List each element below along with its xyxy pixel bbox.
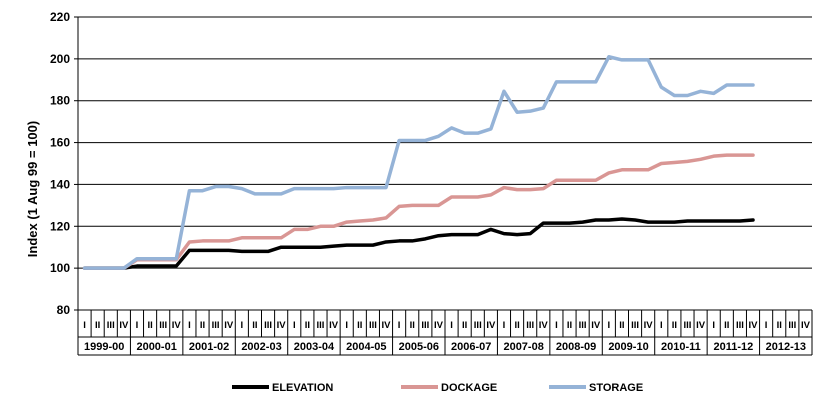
quarter-label: II [514, 320, 519, 331]
year-label: 2008-09 [556, 341, 596, 353]
year-label: 2010-11 [661, 341, 701, 353]
y-axis-ticks: 80 100 120 140 160 180 200 220 [50, 10, 78, 317]
year-label: 1999-00 [84, 341, 124, 353]
quarter-label: III [684, 320, 692, 331]
year-label: 2003-04 [294, 341, 335, 353]
y-tick-label: 160 [50, 136, 70, 150]
quarter-label: III [421, 320, 429, 331]
quarter-label: I [555, 320, 558, 331]
y-tick-label: 120 [50, 219, 70, 233]
quarter-label: I [241, 320, 244, 331]
quarter-label: II [357, 320, 362, 331]
y-tick-label: 200 [50, 52, 70, 66]
quarter-label: III [526, 320, 534, 331]
quarter-label: IV [696, 320, 706, 331]
quarter-label: I [503, 320, 506, 331]
legend-label-dockage: DOCKAGE [441, 382, 497, 394]
quarter-label: IV [486, 320, 496, 331]
quarter-label: II [200, 320, 205, 331]
quarter-label: II [147, 320, 152, 331]
quarter-label: IV [539, 320, 549, 331]
quarter-label: III [788, 320, 796, 331]
quarter-label: II [95, 320, 100, 331]
quarter-label: II [462, 320, 467, 331]
quarter-label: III [736, 320, 744, 331]
legend-label-elevation: ELEVATION [272, 382, 333, 394]
quarter-label: II [724, 320, 729, 331]
quarter-label: III [264, 320, 272, 331]
quarter-label: I [345, 320, 348, 331]
y-tick-label: 180 [50, 94, 70, 108]
quarter-label: I [136, 320, 139, 331]
legend-label-storage: STORAGE [589, 382, 643, 394]
y-tick-label: 220 [50, 10, 70, 24]
quarter-label: I [450, 320, 453, 331]
quarter-label: II [252, 320, 257, 331]
y-tick-label: 100 [50, 261, 70, 275]
quarter-label: II [672, 320, 677, 331]
year-label: 2000-01 [136, 341, 176, 353]
quarter-label: III [159, 320, 167, 331]
year-label: 2004-05 [346, 341, 386, 353]
quarter-label: II [305, 320, 310, 331]
quarter-label: III [631, 320, 639, 331]
year-label: 2007-08 [503, 341, 543, 353]
quarter-label: I [398, 320, 401, 331]
year-label: 2001-02 [189, 341, 229, 353]
y-axis-label: Index (1 Aug 99 = 100) [25, 121, 40, 257]
quarter-label: II [777, 320, 782, 331]
year-label: 2012-13 [766, 341, 806, 353]
series-line-elevation [82, 217, 755, 270]
quarter-label: II [410, 320, 415, 331]
quarter-label: I [293, 320, 296, 331]
quarter-label: IV [749, 320, 759, 331]
quarter-label: I [712, 320, 715, 331]
quarter-label: IV [801, 320, 811, 331]
y-tick-label: 140 [50, 177, 70, 191]
x-axis-table: I II III IV I II III IV I II III IV I II III IV I II III IV… [77, 310, 813, 356]
quarter-label: IV [119, 320, 129, 331]
quarter-label: IV [382, 320, 392, 331]
quarter-label: IV [591, 320, 601, 331]
quarter-label: III [579, 320, 587, 331]
gridlines [77, 16, 812, 311]
quarter-label: IV [224, 320, 234, 331]
quarter-label: IV [277, 320, 287, 331]
quarter-label: III [107, 320, 115, 331]
year-label: 2006-07 [451, 341, 491, 353]
y-tick-label: 80 [57, 303, 71, 317]
quarter-label: I [608, 320, 611, 331]
quarter-label: I [188, 320, 191, 331]
quarter-label: I [83, 320, 86, 331]
quarter-label: IV [172, 320, 182, 331]
quarter-label: IV [434, 320, 444, 331]
quarter-label: IV [644, 320, 654, 331]
quarter-label: II [567, 320, 572, 331]
series-line-dockage [82, 153, 755, 270]
year-label: 2002-03 [241, 341, 281, 353]
quarter-label: III [369, 320, 377, 331]
year-label: 2009-10 [608, 341, 648, 353]
quarter-label: III [212, 320, 220, 331]
quarter-label: III [317, 320, 325, 331]
quarter-label: IV [329, 320, 339, 331]
series-lines [82, 55, 755, 270]
series-line-storage [82, 55, 755, 270]
year-label: 2005-06 [399, 341, 439, 353]
quarter-label: I [660, 320, 663, 331]
quarter-label: I [765, 320, 768, 331]
year-label: 2011-12 [713, 341, 753, 353]
quarter-label: II [619, 320, 624, 331]
quarter-label: III [474, 320, 482, 331]
legend: ELEVATION DOCKAGE STORAGE [232, 382, 643, 394]
